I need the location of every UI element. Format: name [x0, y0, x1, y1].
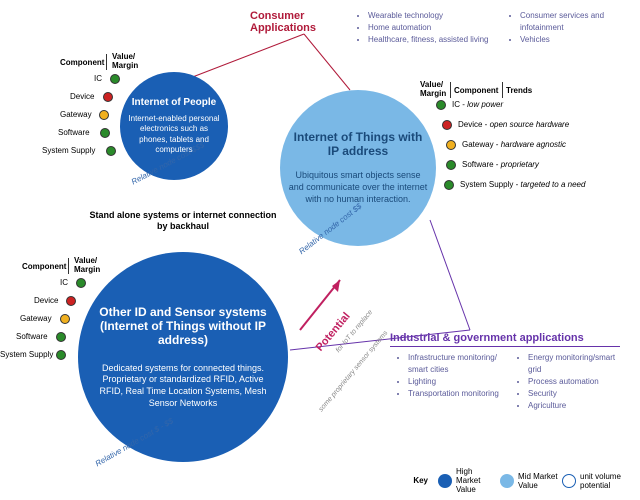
dot-system-noip [56, 350, 66, 360]
cname: System Supply [460, 180, 513, 189]
divider [450, 82, 451, 98]
lbl-device-iop: Device [70, 92, 94, 101]
key-label: Key [413, 476, 428, 485]
lbl-device-noip: Device [34, 296, 58, 305]
comp-header-c-2: Component [22, 262, 66, 271]
key-high: High Market Value [456, 467, 496, 494]
iot-ip-desc: Ubiquitous smart objects sense and commu… [280, 170, 436, 205]
iot-noip-title: Other ID and Sensor systems (Internet of… [78, 305, 288, 347]
consumer-col2: Consumer services and infotainment Vehic… [510, 10, 630, 46]
consumer-col1: Wearable technology Home automation Heal… [358, 10, 498, 46]
potential-label: Potential [314, 310, 353, 353]
lbl-system-ip: System Supply - targeted to a need [460, 180, 585, 189]
comp-header-t-3: Trends [506, 86, 532, 95]
ctrend: targeted to a need [520, 180, 585, 189]
iot-noip-desc: Dedicated systems for connected things. … [78, 363, 288, 410]
dot-ic-iop [110, 74, 120, 84]
dot-device-iop [103, 92, 113, 102]
dot-device-noip [66, 296, 76, 306]
dot-software-ip [446, 160, 456, 170]
lbl-device-ip: Device - open source hardware [458, 120, 569, 129]
bullet: Consumer services and infotainment [520, 10, 630, 34]
key-dot-vol [562, 474, 576, 488]
connector-text: Stand alone systems or internet connecti… [88, 210, 278, 232]
cname: Gateway [462, 140, 494, 149]
dot-system-ip [444, 180, 454, 190]
key-dot-high [438, 474, 452, 488]
divider [502, 82, 503, 98]
divider [68, 258, 69, 274]
ctrend: hardware agnostic [501, 140, 566, 149]
dot-device-ip [442, 120, 452, 130]
key-mid: Mid Market Value [518, 472, 558, 490]
cname: Device [458, 120, 482, 129]
bullet: Wearable technology [368, 10, 498, 22]
lbl-gateway-iop: Gateway [60, 110, 92, 119]
industrial-title: Industrial & government applications [390, 332, 620, 347]
dot-ic-noip [76, 278, 86, 288]
lbl-software-noip: Software [16, 332, 48, 341]
dot-gateway-ip [446, 140, 456, 150]
consumer-title: Consumer Applications [250, 10, 340, 34]
comp-header-v-1: Value/ Margin [112, 52, 142, 70]
lbl-gateway-ip: Gateway - hardware agnostic [462, 140, 566, 149]
dot-gateway-iop [99, 110, 109, 120]
ctrend: low power [467, 100, 503, 109]
dot-gateway-noip [60, 314, 70, 324]
comp-header-c-3: Component [454, 86, 498, 95]
bullet: Infrastructure monitoring/ smart cities [408, 352, 508, 376]
bullet: Transportation monitoring [408, 388, 508, 400]
industrial-col1: Infrastructure monitoring/ smart cities … [398, 352, 508, 400]
lbl-software-ip: Software - proprietary [462, 160, 539, 169]
divider [106, 54, 107, 70]
bullet: Process automation [528, 376, 628, 388]
bullet: Home automation [368, 22, 498, 34]
dot-ic-ip [436, 100, 446, 110]
lbl-ic-noip: IC [60, 278, 68, 287]
iop-title: Internet of People [132, 97, 216, 108]
iot-ip-title: Internet of Things with IP address [280, 130, 436, 158]
cname: IC [452, 100, 460, 109]
key-dot-mid [500, 474, 514, 488]
iop-desc: Internet-enabled personal electronics su… [120, 114, 228, 156]
comp-header-v-3: Value/ Margin [420, 80, 450, 98]
comp-header-v-2: Value/ Margin [74, 256, 104, 274]
circle-iot-ip: Internet of Things with IP address Ubiqu… [280, 90, 436, 246]
bullet: Agriculture [528, 400, 628, 412]
lbl-software-iop: Software [58, 128, 90, 137]
circle-iot-noip: Other ID and Sensor systems (Internet of… [78, 252, 288, 462]
comp-header-c-1: Component [60, 58, 104, 67]
dot-system-iop [106, 146, 116, 156]
bullet: Energy monitoring/smart grid [528, 352, 628, 376]
lbl-gateway-noip: Gateway [20, 314, 52, 323]
lbl-system-noip: System Supply [0, 350, 53, 359]
bullet: Healthcare, fitness, assisted living [368, 34, 498, 46]
dot-software-noip [56, 332, 66, 342]
ctrend: proprietary [501, 160, 539, 169]
industrial-col2: Energy monitoring/smart grid Process aut… [518, 352, 628, 412]
bullet: Vehicles [520, 34, 630, 46]
bullet: Lighting [408, 376, 508, 388]
ctrend: open source hardware [490, 120, 570, 129]
lbl-system-iop: System Supply [42, 146, 95, 155]
lbl-ic-iop: IC [94, 74, 102, 83]
bullet: Security [528, 388, 628, 400]
key-legend: Key High Market Value Mid Market Value u… [413, 467, 630, 494]
dot-software-iop [100, 128, 110, 138]
cname: Software [462, 160, 494, 169]
lbl-ic-ip: IC - low power [452, 100, 503, 109]
key-vol: unit volume potential [580, 472, 630, 490]
